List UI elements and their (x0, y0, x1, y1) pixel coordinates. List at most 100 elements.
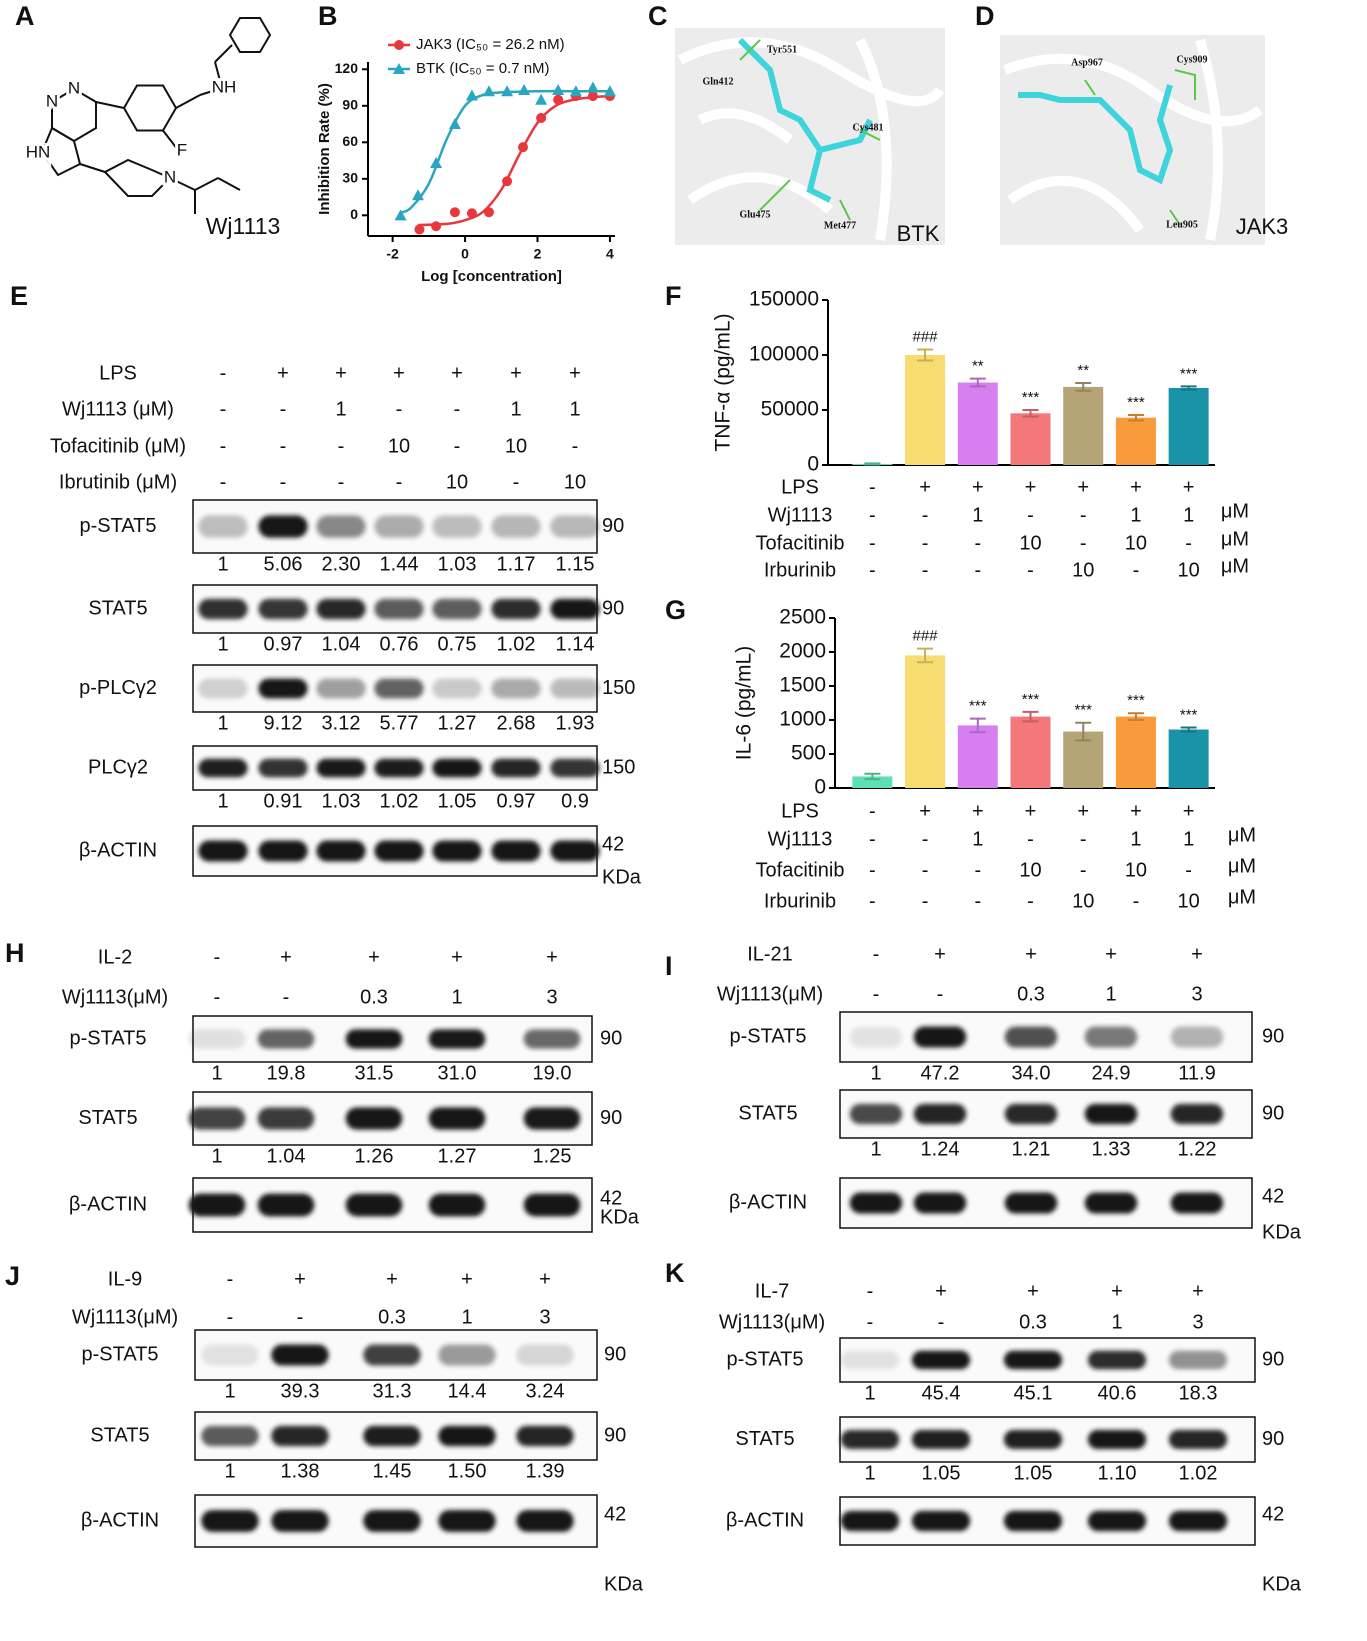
size-label: 90 (1262, 1025, 1284, 1047)
treatment-value: - (220, 398, 227, 420)
band (438, 1510, 496, 1532)
condition-value: - (1027, 504, 1034, 526)
quant-value: 39.3 (281, 1380, 320, 1402)
band (198, 678, 248, 699)
condition-value: - (1027, 559, 1034, 581)
band (198, 840, 248, 862)
quant-value: 1 (211, 1145, 222, 1167)
significance: *** (1022, 389, 1040, 406)
treatment-value: 10 (446, 471, 468, 493)
condition-value: - (869, 800, 876, 822)
legend-label: JAK3 (IC₅₀ = 26.2 nM) (416, 36, 565, 53)
quant-value: 1.27 (438, 712, 477, 734)
condition-value: - (1080, 532, 1087, 554)
treatment-value: 10 (505, 435, 527, 457)
y-tick-label: 50000 (761, 398, 819, 421)
band (491, 678, 541, 699)
significance: *** (1022, 691, 1040, 708)
unit-label: KDa (1262, 1221, 1302, 1243)
size-label: 90 (602, 515, 624, 537)
band (840, 1510, 900, 1532)
quant-value: 1.27 (438, 1145, 477, 1167)
condition-value: - (1185, 859, 1192, 881)
y-axis-label: Inhibition Rate (%) (316, 83, 333, 215)
treatment-label: IL-21 (747, 943, 793, 965)
point (552, 83, 565, 95)
condition-value: + (1183, 476, 1195, 498)
treatment-value: + (539, 1268, 551, 1290)
band (1004, 1192, 1058, 1214)
fit-curve (399, 89, 610, 215)
treatment-value: 0.3 (1017, 983, 1045, 1005)
bar (1168, 729, 1209, 788)
quant-value: 0.9 (561, 790, 589, 812)
band (198, 515, 248, 538)
condition-value: - (974, 532, 981, 554)
band (550, 678, 600, 699)
band (1003, 1350, 1063, 1370)
bar (1010, 413, 1051, 465)
band (491, 515, 541, 538)
treatment-value: 0.3 (378, 1306, 406, 1328)
point (449, 207, 460, 218)
condition-label: LPS (781, 476, 819, 498)
condition-value: - (974, 559, 981, 581)
x-axis-label: Log [concentration] (421, 268, 562, 285)
size-label: 90 (1262, 1102, 1284, 1124)
bar (957, 382, 998, 465)
condition-label: Tofacitinib (756, 532, 845, 554)
band (258, 598, 308, 620)
size-label: 42 (1262, 1185, 1284, 1207)
y-tick-label: 0 (350, 206, 358, 222)
y-tick-label: 2000 (779, 640, 826, 663)
band (913, 1103, 967, 1125)
treatment-value: 10 (388, 435, 410, 457)
quant-value: 19.0 (533, 1062, 572, 1084)
residue-label: Cys481 (852, 122, 883, 133)
size-label: 90 (1262, 1348, 1284, 1370)
panel-label: I (665, 951, 673, 981)
treatment-value: + (368, 946, 380, 968)
y-tick-label: 500 (791, 742, 826, 765)
treatment-value: - (297, 1306, 304, 1328)
band (523, 1193, 581, 1217)
band (345, 1029, 403, 1049)
band (913, 1026, 967, 1048)
row-label: β-ACTIN (729, 1191, 807, 1213)
band (258, 515, 308, 538)
condition-value: - (922, 859, 929, 881)
treatment-value: - (454, 398, 461, 420)
band (363, 1510, 421, 1532)
quant-value: 5.06 (264, 553, 303, 575)
band (257, 1193, 315, 1217)
treatment-label: Ibrutinib (μM) (59, 471, 177, 493)
error-bar (864, 462, 881, 466)
band (491, 758, 541, 778)
significance: *** (1180, 365, 1198, 382)
band (911, 1510, 971, 1532)
band (913, 1192, 967, 1214)
significance: *** (1074, 702, 1092, 719)
point (431, 221, 442, 232)
treatment-value: + (1027, 1280, 1039, 1302)
size-label: 150 (602, 677, 635, 699)
condition-value: - (974, 859, 981, 881)
band (363, 1344, 421, 1366)
panel-label: H (5, 938, 25, 968)
condition-value: + (1025, 476, 1037, 498)
band (1003, 1430, 1063, 1449)
target-label: JAK3 (1236, 214, 1289, 239)
band (271, 1425, 329, 1447)
treatment-value: - (280, 471, 287, 493)
point (448, 118, 461, 130)
quant-value: 40.6 (1098, 1382, 1137, 1404)
point (394, 209, 407, 221)
quant-value: 19.8 (267, 1062, 306, 1084)
band (432, 840, 482, 862)
atom-label: N (164, 167, 176, 186)
treatment-value: 1 (1105, 983, 1116, 1005)
band (1084, 1103, 1138, 1125)
band (428, 1107, 486, 1130)
panel-label: G (665, 595, 686, 625)
bar (1115, 417, 1156, 465)
